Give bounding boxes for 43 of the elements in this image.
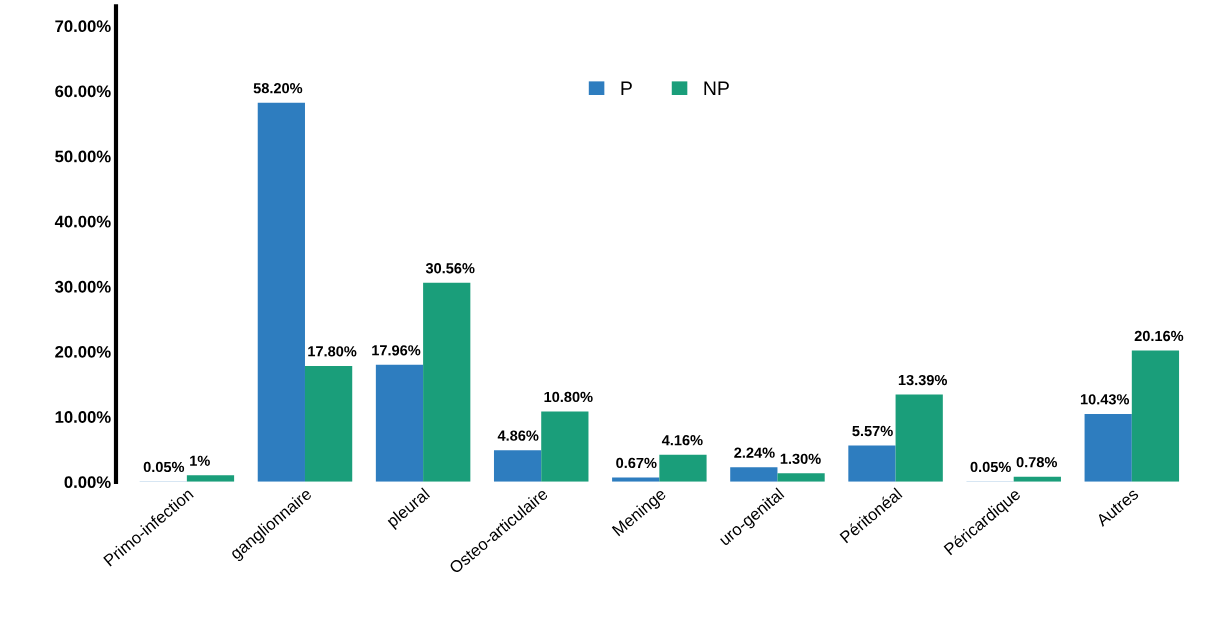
y-tick-label: 30.00% [54,280,111,293]
data-label: 13.39% [898,374,948,386]
bar [659,454,707,482]
y-tick-label: 40.00% [54,215,111,228]
data-label: 0.78% [1016,457,1058,468]
bar [304,365,353,482]
bar [493,450,542,482]
data-label: 10.43% [1080,394,1130,405]
data-label: 4.86% [497,430,539,441]
bar [1131,350,1180,482]
data-label: 0.05% [143,461,185,473]
y-tick-label: 60.00% [55,85,111,98]
data-label: 1% [190,455,210,466]
bar [375,364,424,482]
data-label: 58.20% [253,83,303,94]
data-label: 10.80% [544,391,593,403]
y-tick-label: 20.00% [55,345,111,358]
data-label: 5.57% [852,425,893,437]
bar [777,473,825,482]
bar [895,394,943,482]
data-label: 1.30% [780,453,821,464]
y-tick-label: 0.00% [64,476,111,489]
data-label: 20.16% [1134,330,1184,342]
bar [1084,413,1132,482]
legend-label: NP [704,81,729,95]
data-label: 30.56% [425,263,475,274]
data-label: 17.80% [308,346,357,357]
legend-label: P [621,81,632,95]
y-tick-label: 50.00% [55,150,111,163]
data-label: 4.16% [661,435,703,446]
y-tick-label: 70.00% [55,20,111,33]
bar [186,475,235,482]
data-label: 17.96% [372,345,421,356]
y-tick-label: 10.00% [55,411,111,423]
bar [257,102,305,482]
data-label: 0.67% [616,457,657,469]
bar [730,467,778,482]
bar [848,445,896,482]
bar [541,411,589,482]
bar [423,282,471,482]
data-label: 2.24% [734,447,775,458]
data-label: 0.05% [970,461,1011,473]
bar [612,477,660,482]
